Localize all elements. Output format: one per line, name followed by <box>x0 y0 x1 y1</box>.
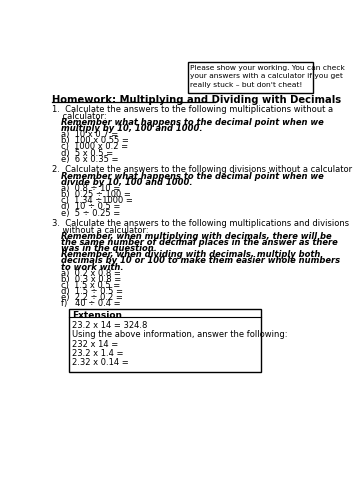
Text: b)  100 x 0.55 =: b) 100 x 0.55 = <box>61 136 129 145</box>
Text: divide by 10, 100 and 1000.: divide by 10, 100 and 1000. <box>61 178 193 187</box>
Text: to work with.: to work with. <box>61 262 124 272</box>
Text: 232 x 14 =: 232 x 14 = <box>72 340 118 348</box>
Text: a)  0.2 x 0.8 =: a) 0.2 x 0.8 = <box>61 268 121 278</box>
Text: decimals by 10 or 100 to make them easier whole numbers: decimals by 10 or 100 to make them easie… <box>61 256 340 266</box>
Text: your answers with a calculator if you get: your answers with a calculator if you ge… <box>190 73 343 79</box>
Text: the same number of decimal places in the answer as there: the same number of decimal places in the… <box>61 238 338 247</box>
Text: calculator:: calculator: <box>52 112 107 120</box>
Text: 1.  Calculate the answers to the following multiplications without a: 1. Calculate the answers to the followin… <box>52 106 333 114</box>
Text: e)  2.2 ÷ 0.2 =: e) 2.2 ÷ 0.2 = <box>61 294 123 302</box>
Text: d)  5 x 0.5 =: d) 5 x 0.5 = <box>61 148 113 158</box>
Text: a)  10 x 0.7 =: a) 10 x 0.7 = <box>61 130 118 139</box>
Text: e)  6 x 0.35 =: e) 6 x 0.35 = <box>61 154 119 164</box>
Text: c)  1.5 x 0.5 =: c) 1.5 x 0.5 = <box>61 281 120 290</box>
Text: without a calculator:: without a calculator: <box>52 226 149 234</box>
Text: Extension: Extension <box>72 311 122 320</box>
Text: 2.  Calculate the answers to the following divisions without a calculator:: 2. Calculate the answers to the followin… <box>52 166 353 174</box>
Text: multiply by 10, 100 and 1000.: multiply by 10, 100 and 1000. <box>61 124 203 133</box>
Text: Using the above information, answer the following:: Using the above information, answer the … <box>72 330 288 340</box>
Text: 2.32 x 0.14 =: 2.32 x 0.14 = <box>72 358 129 367</box>
FancyBboxPatch shape <box>69 308 261 372</box>
Text: Remember, when multiplying with decimals, there will be: Remember, when multiplying with decimals… <box>61 232 332 240</box>
Text: d)  10 ÷ 0.5 =: d) 10 ÷ 0.5 = <box>61 202 121 211</box>
Text: b)  0.25 ÷ 100 =: b) 0.25 ÷ 100 = <box>61 190 131 199</box>
Text: d)  1.5 ÷ 0.5 =: d) 1.5 ÷ 0.5 = <box>61 287 123 296</box>
Text: was in the question.: was in the question. <box>61 244 157 253</box>
Text: f)   40 ÷ 0.4 =: f) 40 ÷ 0.4 = <box>61 300 121 308</box>
FancyBboxPatch shape <box>187 62 313 93</box>
Text: Homework: Multiplying and Dividing with Decimals: Homework: Multiplying and Dividing with … <box>52 96 341 106</box>
Text: e)  5 ÷ 0.25 =: e) 5 ÷ 0.25 = <box>61 208 120 218</box>
Text: Remember what happens to the decimal point when we: Remember what happens to the decimal poi… <box>61 118 324 126</box>
Text: a)  0.8 ÷ 10 =: a) 0.8 ÷ 10 = <box>61 184 120 193</box>
Text: 23.2 x 1.4 =: 23.2 x 1.4 = <box>72 349 124 358</box>
Text: Please show your working. You can check: Please show your working. You can check <box>190 64 345 70</box>
Text: c)  1.34 ÷1000 =: c) 1.34 ÷1000 = <box>61 196 133 205</box>
Text: c)  1000 x 0.2 =: c) 1000 x 0.2 = <box>61 142 128 152</box>
Text: Remember what happens to the decimal point when we: Remember what happens to the decimal poi… <box>61 172 324 180</box>
Text: Remember, when dividing with decimals, multiply both: Remember, when dividing with decimals, m… <box>61 250 321 259</box>
Text: really stuck – but don't cheat!: really stuck – but don't cheat! <box>190 82 302 87</box>
Text: b)  0.3 x 0.8 =: b) 0.3 x 0.8 = <box>61 275 121 284</box>
Text: 3.  Calculate the answers to the following multiplications and divisions: 3. Calculate the answers to the followin… <box>52 220 349 228</box>
Text: 23.2 x 14 = 324.8: 23.2 x 14 = 324.8 <box>72 321 148 330</box>
